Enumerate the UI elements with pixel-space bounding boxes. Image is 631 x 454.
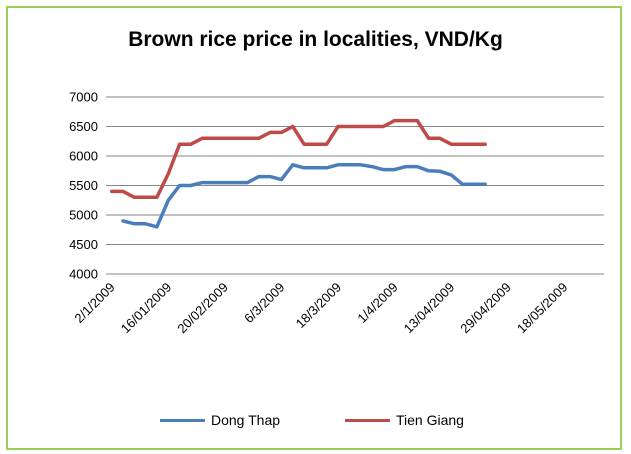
chart-frame [6, 6, 622, 450]
x-tick-label: 16/01/2009 [118, 280, 175, 337]
chart-title: Brown rice price in localities, VND/Kg [128, 28, 503, 51]
series-lines [109, 118, 487, 229]
x-tick-label: 6/3/2009 [241, 280, 287, 326]
legend-item-dong-thap: Dong Thap [160, 412, 280, 428]
y-tick-label: 4000 [69, 267, 98, 282]
legend-swatch-tien-giang [345, 418, 390, 422]
series-line-dong-thap [121, 163, 487, 229]
y-tick-label: 5500 [69, 178, 98, 193]
series-line-tien-giang [109, 118, 487, 200]
legend-label-tien-giang: Tien Giang [396, 412, 464, 428]
x-tick-label: 20/02/2009 [174, 280, 231, 337]
y-tick-label: 6000 [69, 149, 98, 164]
x-tick-label: 18/05/2009 [514, 280, 571, 337]
x-tick-label: 29/04/2009 [457, 280, 514, 337]
legend-swatch-dong-thap [160, 418, 205, 422]
legend-item-tien-giang: Tien Giang [345, 412, 464, 428]
x-tick-label: 18/3/2009 [293, 280, 345, 332]
x-tick-label: 2/1/2009 [71, 280, 117, 326]
y-tick-label: 6500 [69, 119, 98, 134]
legend-label-dong-thap: Dong Thap [211, 412, 281, 428]
y-tick-label: 5000 [69, 208, 98, 223]
x-axis-ticks: 2/1/2009 16/01/2009 20/02/2009 6/3/2009 18/3… [71, 280, 570, 337]
y-tick-label: 4500 [69, 237, 98, 252]
y-axis-ticks: 7000 6500 6000 5500 5000 4500 4000 [69, 90, 98, 282]
x-tick-label: 13/04/2009 [401, 280, 458, 337]
y-tick-label: 7000 [69, 90, 98, 105]
legend: Dong Thap Tien Giang [0, 412, 631, 432]
x-tick-label: 1/4/2009 [354, 280, 400, 326]
